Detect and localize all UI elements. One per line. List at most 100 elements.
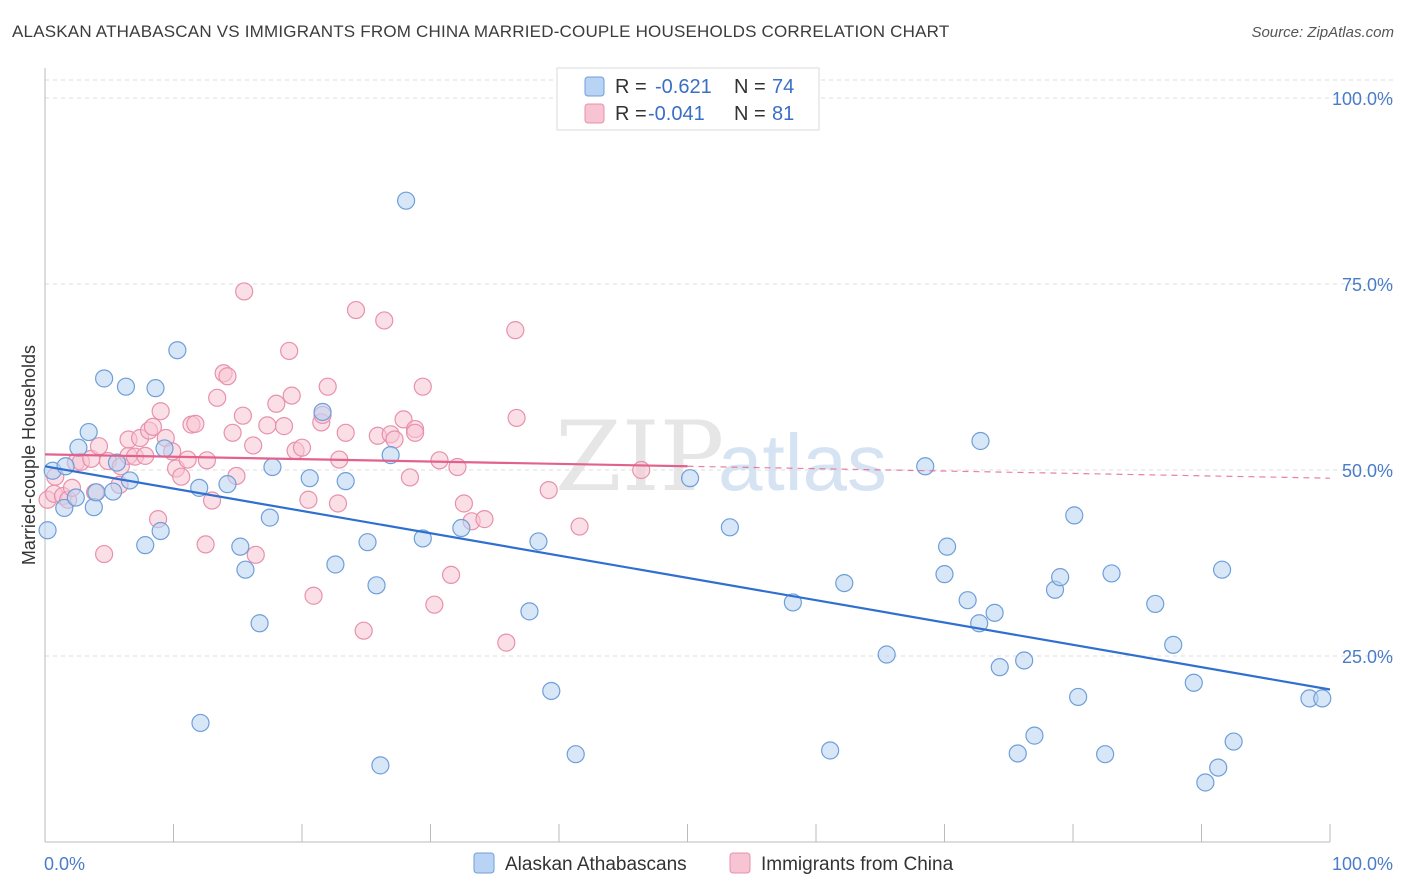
- point-athabascan-54: [985, 603, 1004, 622]
- point-athabascan-58: [1025, 726, 1044, 745]
- legend-n-label-2: N =: [734, 103, 766, 125]
- point-china-64: [394, 410, 413, 429]
- point-china-49: [292, 438, 312, 457]
- point-china-69: [425, 595, 444, 614]
- point-athabascan-35: [396, 191, 416, 210]
- point-athabascan-17: [155, 439, 174, 458]
- point-athabascan-67: [1184, 673, 1203, 692]
- point-athabascan-69: [1209, 758, 1228, 777]
- point-athabascan-28: [313, 402, 332, 422]
- point-china-11: [95, 544, 114, 564]
- point-china-21: [143, 417, 163, 436]
- point-china-30: [186, 414, 205, 433]
- trend-line-china-dashed: [687, 465, 1331, 479]
- point-athabascan-11: [107, 453, 127, 472]
- point-athabascan-34: [381, 446, 400, 465]
- point-china-73: [454, 494, 474, 513]
- point-athabascan-21: [218, 475, 237, 494]
- point-athabascan-23: [236, 560, 255, 579]
- point-china-43: [258, 416, 277, 435]
- legend-swatch-blue: [584, 76, 605, 97]
- point-china-68: [413, 377, 432, 396]
- legend-swatch-pink: [584, 103, 605, 124]
- y-tick-label-25: 25.0%: [1342, 647, 1393, 667]
- point-athabascan-43: [720, 518, 740, 537]
- point-china-65: [400, 468, 420, 487]
- point-athabascan-63: [1096, 745, 1115, 764]
- point-athabascan-2: [55, 498, 74, 518]
- point-china-70: [430, 451, 449, 470]
- watermark-atlas: atlas: [718, 418, 887, 507]
- point-china-45: [274, 417, 294, 436]
- point-china-28: [178, 450, 197, 469]
- legend-n-value-1: 74: [772, 76, 794, 98]
- point-athabascan-15: [146, 379, 165, 398]
- point-athabascan-62: [1069, 687, 1088, 707]
- point-athabascan-48: [916, 457, 935, 476]
- point-china-67: [405, 423, 425, 442]
- y-tick-label-75: 75.0%: [1342, 275, 1393, 295]
- point-athabascan-57: [1015, 651, 1034, 670]
- point-athabascan-14: [136, 536, 155, 555]
- point-china-63: [385, 430, 404, 449]
- axes: [44, 68, 1331, 843]
- point-china-55: [328, 494, 348, 513]
- point-china-27: [172, 467, 191, 486]
- trend-line-china-solid: [44, 453, 688, 468]
- point-china-39: [233, 406, 252, 425]
- bottom-legend-swatch-blue: [473, 852, 495, 874]
- point-china-81: [632, 460, 651, 480]
- point-china-47: [282, 386, 301, 405]
- point-athabascan-53: [971, 431, 990, 451]
- point-athabascan-20: [191, 713, 210, 733]
- series-legend: Alaskan Athabascans Immigrants from Chin…: [473, 852, 954, 875]
- point-athabascan-45: [821, 741, 840, 760]
- point-china-37: [223, 423, 242, 442]
- point-athabascan-37: [452, 518, 471, 538]
- point-china-57: [336, 423, 355, 442]
- point-athabascan-47: [877, 645, 896, 664]
- point-athabascan-41: [566, 745, 585, 764]
- point-athabascan-4: [66, 488, 85, 507]
- point-athabascan-73: [1313, 689, 1332, 708]
- y-tick-label-50: 50.0%: [1342, 461, 1393, 481]
- chart-title: ALASKAN ATHABASCAN VS IMMIGRANTS FROM CH…: [12, 22, 950, 41]
- point-athabascan-0: [38, 521, 57, 540]
- y-axis-label: Married-couple Households: [19, 345, 39, 565]
- point-china-50: [299, 490, 318, 509]
- point-china-78: [507, 408, 526, 428]
- point-athabascan-68: [1196, 773, 1215, 792]
- point-athabascan-60: [1051, 568, 1070, 587]
- point-athabascan-38: [520, 602, 539, 621]
- point-athabascan-8: [87, 483, 106, 502]
- point-athabascan-31: [358, 533, 377, 552]
- point-china-32: [197, 451, 217, 470]
- point-athabascan-65: [1146, 594, 1165, 614]
- point-china-46: [280, 341, 299, 361]
- point-athabascan-5: [69, 438, 88, 457]
- point-athabascan-33: [371, 756, 390, 775]
- correlation-legend: R = -0.621 N = 74 R = -0.041 N = 81: [556, 67, 820, 131]
- point-china-76: [497, 633, 516, 652]
- watermark: ZIP atlas: [555, 401, 887, 513]
- point-china-10: [89, 437, 109, 456]
- point-athabascan-6: [79, 422, 98, 442]
- point-athabascan-32: [367, 576, 386, 595]
- x-tick-label-min: 0.0%: [44, 854, 85, 874]
- point-athabascan-30: [336, 472, 355, 491]
- point-china-31: [196, 535, 215, 554]
- point-athabascan-49: [935, 565, 954, 584]
- point-athabascan-40: [542, 681, 561, 701]
- point-china-79: [539, 480, 558, 500]
- bottom-legend-label-2: Immigrants from China: [761, 854, 954, 875]
- point-athabascan-36: [413, 529, 432, 548]
- legend-n-value-2: 81: [772, 103, 794, 125]
- legend-r-label-2: R =: [615, 103, 647, 125]
- point-china-61: [375, 311, 394, 330]
- point-athabascan-51: [958, 591, 977, 610]
- point-china-75: [475, 510, 494, 529]
- bottom-legend-swatch-pink: [729, 852, 751, 874]
- point-athabascan-22: [231, 537, 250, 556]
- trend-line-athabascan: [44, 465, 1331, 691]
